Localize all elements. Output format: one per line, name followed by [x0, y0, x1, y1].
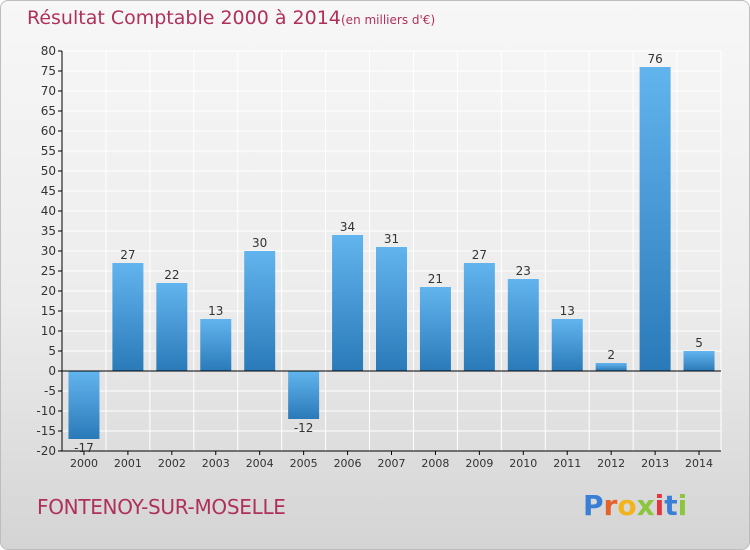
bar [288, 371, 320, 419]
bar [683, 351, 715, 371]
x-tick-label: 2001 [114, 457, 142, 470]
y-tick-label: 55 [41, 144, 56, 158]
x-tick-label: 2000 [70, 457, 98, 470]
bar [200, 319, 232, 371]
x-tick-label: 2007 [378, 457, 406, 470]
x-tick-label: 2008 [421, 457, 449, 470]
commune-name: FONTENOY-SUR-MOSELLE [37, 495, 286, 519]
data-label: 27 [472, 248, 487, 262]
bar [507, 279, 539, 371]
y-tick-label: -15 [36, 424, 56, 438]
logo-letter: i [677, 489, 688, 522]
bar [112, 263, 144, 371]
data-label: 13 [560, 304, 575, 318]
x-tick-label: 2010 [509, 457, 537, 470]
data-label: 30 [252, 236, 267, 250]
chart-subtitle: (en milliers d'€) [341, 13, 436, 27]
y-tick-label: 0 [48, 364, 56, 378]
bar [244, 251, 276, 371]
y-tick-label: 40 [41, 204, 56, 218]
x-tick-label: 2013 [641, 457, 669, 470]
logo-letter: o [617, 489, 637, 522]
y-tick-label: 15 [41, 304, 56, 318]
x-tick-label: 2011 [553, 457, 581, 470]
logo-letter: P [583, 489, 604, 522]
data-label: 21 [428, 272, 443, 286]
y-tick-label: 20 [41, 284, 56, 298]
y-tick-label: 45 [41, 184, 56, 198]
bar [68, 371, 100, 439]
data-label: -12 [294, 421, 314, 435]
data-label: 2 [607, 348, 615, 362]
data-labels: -17 27 22 13 30 -12 34 31 21 27 23 13 2 76 5 [74, 52, 703, 455]
y-tick-label: 70 [41, 84, 56, 98]
y-tick-label: -5 [44, 384, 56, 398]
y-tick-label: 5 [48, 344, 56, 358]
data-label: 13 [208, 304, 223, 318]
data-label: 31 [384, 232, 399, 246]
logo-letter: x [636, 489, 655, 522]
logo-letter: r [603, 489, 618, 522]
logo-letter: i [654, 489, 665, 522]
bar [419, 287, 451, 371]
y-tick-label: -20 [36, 444, 56, 458]
bar [332, 235, 364, 371]
bar [551, 319, 583, 371]
x-tick-label: 2004 [246, 457, 274, 470]
x-tick-label: 2012 [597, 457, 625, 470]
y-tick-label: 50 [41, 164, 56, 178]
chart-title: Résultat Comptable 2000 à 2014 [27, 7, 341, 29]
y-tick-label: 10 [41, 324, 56, 338]
x-tick-label: 2006 [334, 457, 362, 470]
data-label: 76 [647, 52, 662, 66]
y-tick-label: 60 [41, 124, 56, 138]
data-label: -17 [74, 441, 94, 455]
proxiti-logo[interactable]: Proxiti [583, 489, 687, 522]
axes: 80757065605550454035302520151050-5-10-15… [36, 44, 721, 470]
x-tick-label: 2005 [290, 457, 318, 470]
data-label: 5 [695, 336, 703, 350]
y-tick-label: -10 [36, 404, 56, 418]
y-tick-label: 80 [41, 44, 56, 58]
bar [376, 247, 407, 371]
bars [68, 67, 715, 439]
y-tick-label: 25 [41, 264, 56, 278]
bar [156, 283, 188, 371]
data-label: 23 [516, 264, 531, 278]
y-tick-label: 30 [41, 244, 56, 258]
bar [463, 263, 495, 371]
bar [595, 363, 627, 371]
y-tick-label: 75 [41, 64, 56, 78]
bar [639, 67, 671, 371]
y-tick-label: 35 [41, 224, 56, 238]
x-tick-label: 2003 [202, 457, 230, 470]
data-label: 27 [120, 248, 135, 262]
x-tick-label: 2002 [158, 457, 186, 470]
x-tick-label: 2014 [685, 457, 713, 470]
data-label: 22 [164, 268, 179, 282]
y-tick-label: 65 [41, 104, 56, 118]
logo-letter: t [664, 489, 678, 522]
x-tick-label: 2009 [465, 457, 493, 470]
data-label: 34 [340, 220, 355, 234]
